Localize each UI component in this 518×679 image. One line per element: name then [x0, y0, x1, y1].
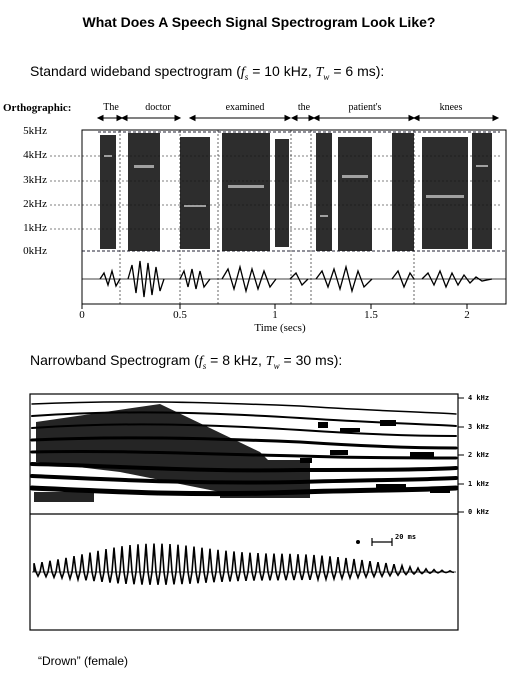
narrowband-spectrogram — [29, 393, 464, 631]
wideband-tw-sub: w — [323, 71, 330, 82]
narrowband-fs-value: = 8 kHz, — [206, 352, 266, 368]
narrowband-fs-sub: s — [202, 360, 207, 371]
wideband-tw-value: = 6 ms — [329, 63, 376, 79]
wb-freq-label-3: 3kHz — [23, 174, 47, 186]
ortho-word-doctor: doctor — [145, 102, 171, 113]
wb-freq-label-2: 2kHz — [23, 198, 47, 210]
wideband-fs-symbol: f — [240, 65, 245, 80]
wb-freq-label-1: 1kHz — [23, 222, 47, 234]
wideband-fs-sub: s — [244, 71, 249, 82]
narrowband-caption-prefix: Narrowband Spectrogram ( — [30, 352, 199, 368]
ortho-word-the: The — [103, 102, 119, 113]
scale-bar-label: 20 ms — [395, 533, 417, 541]
wb-freq-label-4: 4kHz — [23, 149, 47, 161]
narrowband-fs-symbol: f — [198, 354, 203, 369]
wideband-caption: Standard wideband spectrogram (fs = 10 k… — [30, 63, 384, 82]
nb-freq-label-3: 3 kHz — [468, 423, 490, 431]
narrowband-tw-sub: w — [273, 360, 280, 371]
narrowband-caption-suffix: ): — [333, 352, 343, 368]
wb-freq-label-0: 0kHz — [23, 245, 47, 257]
wideband-caption-suffix: ): — [375, 63, 385, 79]
nb-freq-label-1: 1 kHz — [468, 480, 490, 488]
ortho-word-examined: examined — [225, 102, 265, 113]
narrowband-tw-value: = 30 ms — [279, 352, 334, 368]
nb-freq-label-2: 2 kHz — [468, 451, 490, 459]
time-tick-0-5: 0.5 — [173, 309, 187, 321]
narrowband-tw-symbol: T — [265, 354, 274, 369]
nb-freq-label-4: 4 kHz — [468, 394, 490, 402]
time-tick-2: 2 — [464, 309, 470, 321]
time-tick-1: 1 — [272, 309, 278, 321]
wb-freq-label-5: 5kHz — [23, 125, 47, 137]
nb-freq-label-0: 0 kHz — [468, 508, 490, 516]
ortho-word-knees: knees — [439, 102, 463, 113]
wideband-spectrogram — [50, 129, 507, 309]
wideband-caption-prefix: Standard wideband spectrogram ( — [30, 63, 241, 79]
time-tick-1-5: 1.5 — [364, 309, 378, 321]
orthographic-label: Orthographic: — [3, 102, 72, 114]
wideband-tw-symbol: T — [315, 65, 324, 80]
narrowband-caption: Narrowband Spectrogram (fs = 8 kHz, Tw =… — [30, 352, 342, 371]
page-title: What Does A Speech Signal Spectrogram Lo… — [82, 14, 436, 30]
time-axis-label: Time (secs) — [254, 322, 306, 334]
word-segment-arrows — [96, 114, 500, 122]
ortho-word-patients: patient's — [348, 102, 382, 113]
ortho-word-the-2: the — [297, 102, 311, 113]
wideband-fs-value: = 10 kHz, — [248, 63, 316, 79]
word-caption: “Drown” (female) — [38, 654, 129, 668]
time-tick-0: 0 — [79, 309, 85, 321]
